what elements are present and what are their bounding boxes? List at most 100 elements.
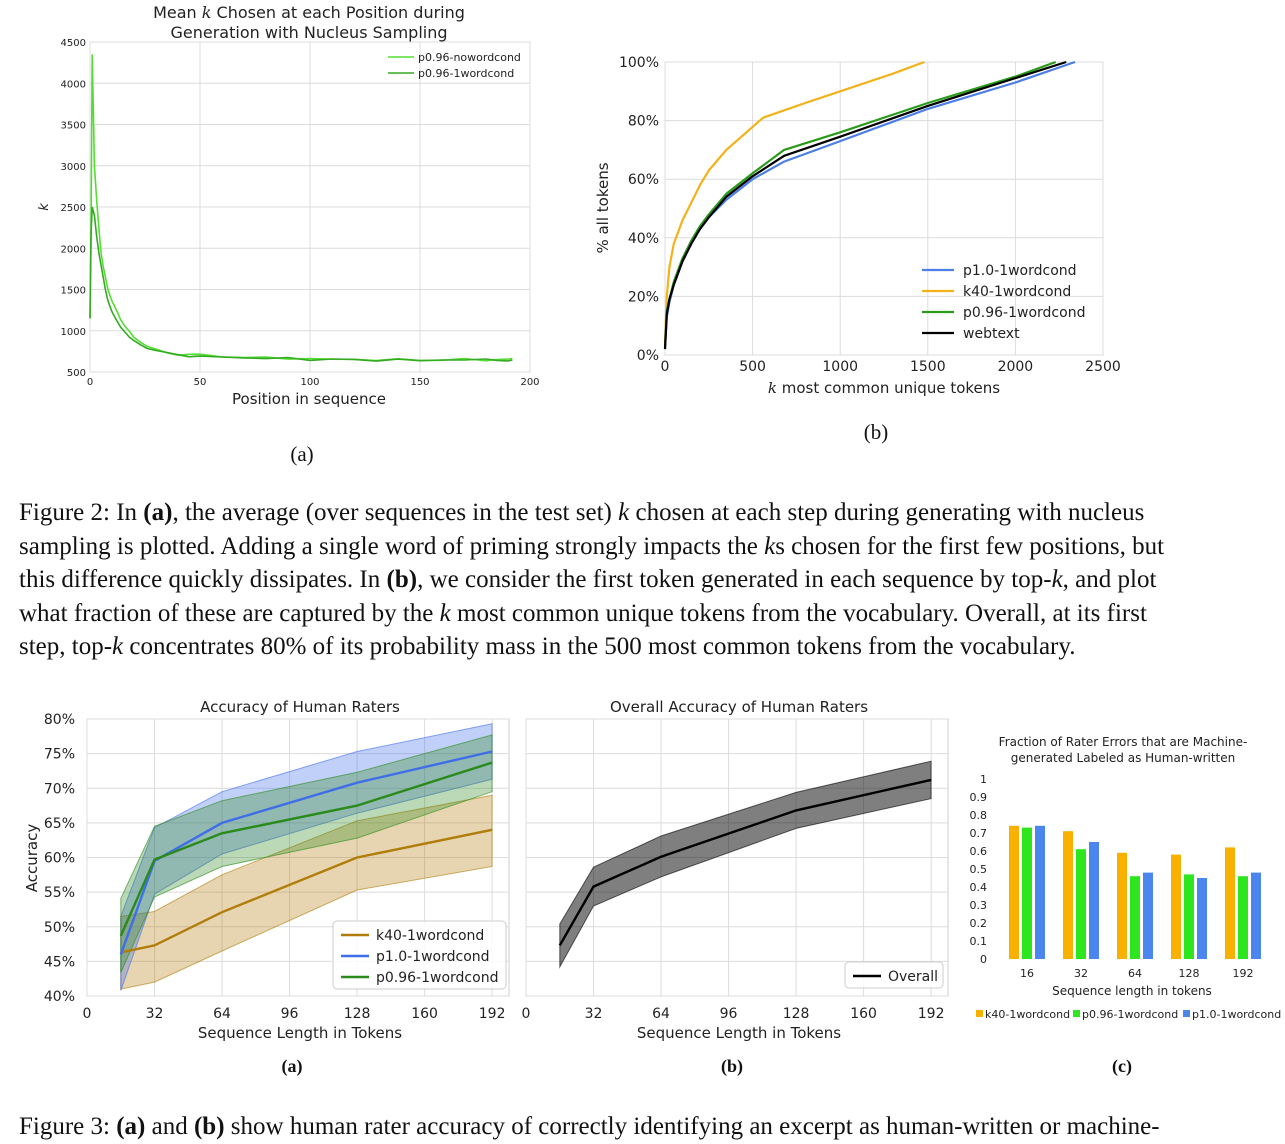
figure3-caption: Figure 3: (a) and (b) show human rater a… [19,1113,1160,1140]
x-axis-label: Position in sequence [232,390,386,408]
confidence-bands [120,723,493,991]
series-lines [119,750,493,955]
bar-p1.0-1wordcond-192 [1251,872,1261,959]
y-tick-label: 3500 [61,121,86,132]
x-tick-label: 1500 [910,359,946,375]
x-tick-label: 0 [87,377,93,388]
x-tick-label: 100 [300,377,319,388]
chart-title-line1: Fraction of Rater Errors that are Machin… [999,735,1248,749]
grid-lines [89,41,531,373]
x-tick-label: 128 [344,1006,371,1022]
x-axis-label: Sequence length in tokens [1052,984,1212,998]
confidence-band-k40-1wordcond [120,794,493,990]
x-tick-label: 0 [83,1006,92,1022]
x-tick-label: 96 [720,1006,738,1022]
figure2-panel-a-chart: Mean k Chosen at each Position during Ge… [37,3,540,408]
tick-labels: 0 50 100 150 200 500 1000 1500 2000 2500 3000 3500 4… [61,38,540,388]
legend-label: p1.0-1wordcond [963,263,1077,279]
y-tick-label: 50% [44,920,75,936]
y-tick-label: 4500 [61,38,86,49]
x-tick-label: 64 [213,1006,231,1022]
y-tick-label: 0.1 [970,935,988,948]
x-tick-label: 150 [410,377,429,388]
y-tick-label: 0 [980,953,987,966]
legend-swatch [1183,1010,1190,1017]
figure2-sublabel-a: (a) [290,442,314,466]
figure3-sublabel-c: (c) [1112,1056,1132,1076]
figure2-panel-b-chart: 0 500 1000 1500 2000 2500 0% 20% 40% 60% 80% 100% %… [594,55,1121,397]
chart-title-line1: Mean k Chosen at each Position during [153,3,465,22]
y-tick-label: 0.9 [970,791,988,804]
figure3-panel-a-chart: Accuracy of Human Raters 0 32 64 96 128 160 19… [23,698,510,1042]
series-lines [663,60,1076,350]
bar-p1.0-1wordcond-64 [1143,872,1153,959]
figure2-sublabel-b: (b) [863,420,889,444]
y-tick-label: 1500 [61,286,86,297]
legend: p0.96-nowordcond p0.96-1wordcond [388,51,521,80]
tick-labels: 0 32 64 96 128 160 192 [522,1006,945,1022]
legend-label: k40-1wordcond [985,1008,1070,1021]
x-tick-label: 16 [1020,967,1034,980]
caption-label: Figure 2: [19,499,110,526]
y-tick-label: 0.3 [970,899,988,912]
x-tick-label: 192 [1233,967,1254,980]
y-tick-label: 4000 [61,79,86,90]
x-tick-label: 2000 [998,359,1034,375]
legend-swatch [1073,1010,1080,1017]
bar-p0.96-1wordcond-64 [1130,876,1140,959]
bar-p1.0-1wordcond-32 [1089,842,1099,959]
y-axis-label: % all tokens [594,162,612,253]
series-line-p1.0-1wordcond [119,750,493,955]
grid-lines [525,718,948,997]
x-tick-label: 0 [522,1006,531,1022]
confidence-band-p0.96-1wordcond [120,734,493,973]
legend-label: webtext [963,326,1020,342]
y-tick-label: 2000 [61,244,86,255]
y-tick-label: 80% [628,114,659,130]
x-tick-label: 128 [783,1006,810,1022]
bar-p0.96-1wordcond-192 [1238,876,1248,959]
x-tick-label: 32 [585,1006,603,1022]
y-axis-label: k [37,203,52,211]
y-tick-label: 0.8 [970,809,988,822]
grid-lines [664,61,1104,356]
bars [1009,825,1261,959]
x-tick-label: 50 [194,377,207,388]
bar-p0.96-1wordcond-16 [1022,827,1032,959]
series-line-k40-1wordcond [663,60,925,344]
series-line-Overall [558,778,932,946]
y-tick-label: 0% [637,348,659,364]
bar-p0.96-1wordcond-32 [1076,849,1086,959]
bar-k40-1wordcond-128 [1171,854,1181,959]
legend-box [332,920,507,990]
y-tick-label: 40% [44,989,75,1005]
x-tick-label: 128 [1179,967,1200,980]
legend: Overall [844,961,944,989]
y-tick-label: 60% [44,851,75,867]
x-tick-label: 32 [146,1006,164,1022]
series-line-p0.96-nowordcond [89,54,513,362]
x-tick-label: 1000 [822,359,858,375]
y-tick-label: 80% [44,712,75,728]
figure3-panel-c-chart: Fraction of Rater Errors that are Machin… [970,735,1282,1021]
y-tick-label: 75% [44,747,75,763]
chart-title-line2: generated Labeled as Human-written [1011,751,1236,765]
legend-label: p0.96-nowordcond [418,51,521,64]
y-tick-label: 0.7 [970,827,988,840]
legend-label: p0.96-1wordcond [376,970,498,986]
y-tick-label: 20% [628,289,659,305]
chart-title-line2: Generation with Nucleus Sampling [170,23,447,42]
x-tick-label: 2500 [1085,359,1121,375]
legend-label: p0.96-1wordcond [963,305,1085,321]
series-line-p0.96-1wordcond [89,206,513,362]
x-axis-label: Sequence Length in Tokens [198,1024,402,1042]
x-tick-label: 192 [918,1006,945,1022]
series-line-p0.96-1wordcond [663,60,1057,347]
series-lines [89,54,513,362]
bar-k40-1wordcond-16 [1009,825,1019,959]
y-tick-label: 2500 [61,203,86,214]
x-tick-label: 200 [520,377,539,388]
legend-label: p0.96-1wordcond [1082,1008,1178,1021]
x-tick-label: 32 [1074,967,1088,980]
legend: p1.0-1wordcond k40-1wordcond p0.96-1wordco… [922,263,1085,342]
